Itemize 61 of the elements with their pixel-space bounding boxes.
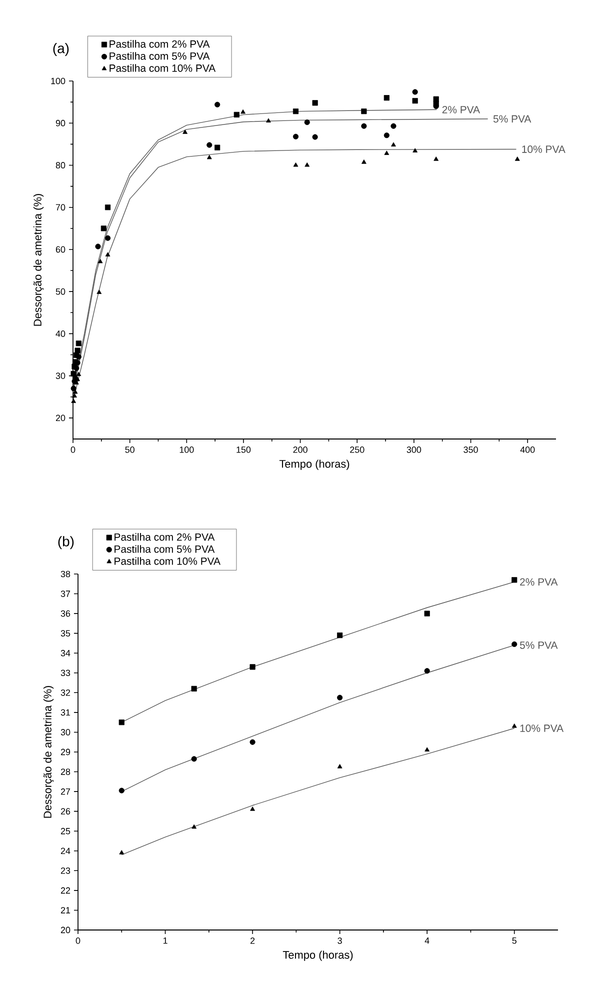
y-tick-label: 29 [60,748,70,756]
series-label: 2% PVA [520,578,558,586]
y-tick-label: 32 [60,689,70,696]
y-tick-label: 60 [56,246,66,253]
x-tick-label: 2 [250,938,255,944]
y-tick-label: 31 [60,709,70,716]
y-tick-label: 21 [60,907,70,914]
series-label: 5% PVA [493,115,532,123]
x-axis-title: Tempo (horas) [282,950,353,961]
y-tick-label: 27 [60,788,70,795]
y-tick-label: 40 [56,330,66,337]
series-label: 2% PVA [442,106,480,114]
series-label: 10% PVA [520,724,564,732]
y-tick-label: 33 [60,670,70,676]
y-tick-label: 20 [56,414,66,422]
y-tick-label: 22 [60,887,70,894]
legend-label: Pastilha com 10% PVA [110,64,216,72]
y-axis-title: Dessorção de ametrina (%) [33,194,44,326]
legend-label: Pastilha com 5% PVA [110,52,210,60]
x-axis-title: Tempo (horas) [279,460,350,470]
y-tick-label: 50 [56,288,66,295]
legend-label: Pastilha com 5% PVA [114,545,215,553]
x-tick-label: 150 [236,446,251,453]
x-tick-label: 400 [520,446,535,453]
legend-label: Pastilha com 2% PVA [110,40,210,48]
x-tick-label: 300 [406,446,422,453]
legend-label: Pastilha com 10% PVA [114,557,220,565]
x-tick-label: 5 [512,938,516,944]
y-tick-label: 24 [60,848,70,854]
y-tick-label: 36 [60,610,70,617]
y-tick-label: 100 [51,78,66,84]
y-axis-title: Dessorção de ametrina (%) [43,686,54,818]
x-tick-label: 200 [293,446,308,453]
y-tick-label: 28 [60,768,70,775]
y-tick-label: 70 [56,204,66,211]
text: (b) [58,536,74,550]
x-tick-label: 0 [70,446,76,453]
x-tick-label: 4 [424,938,430,944]
text: (a) [53,43,69,56]
series-label: 5% PVA [520,642,558,649]
x-tick-label: 50 [125,446,134,453]
x-tick-label: 100 [180,446,194,453]
y-tick-label: 25 [60,828,70,834]
y-tick-label: 30 [60,729,70,736]
y-tick-label: 34 [60,650,70,656]
y-tick-label: 26 [60,808,70,815]
legend-label: Pastilha com 2% PVA [114,533,215,541]
x-tick-label: 250 [350,446,364,453]
y-tick-label: 35 [60,630,70,637]
x-tick-label: 350 [464,446,478,453]
series-label: 10% PVA [522,146,566,153]
y-tick-label: 20 [60,926,70,934]
y-tick-label: 90 [56,120,66,126]
y-tick-label: 80 [56,162,66,168]
y-tick-label: 38 [60,570,70,578]
y-tick-label: 23 [60,867,70,874]
y-tick-label: 37 [60,590,70,597]
x-tick-label: 3 [338,938,342,944]
y-tick-label: 30 [56,372,66,379]
x-tick-label: 1 [163,938,168,944]
x-tick-label: 0 [76,938,80,944]
